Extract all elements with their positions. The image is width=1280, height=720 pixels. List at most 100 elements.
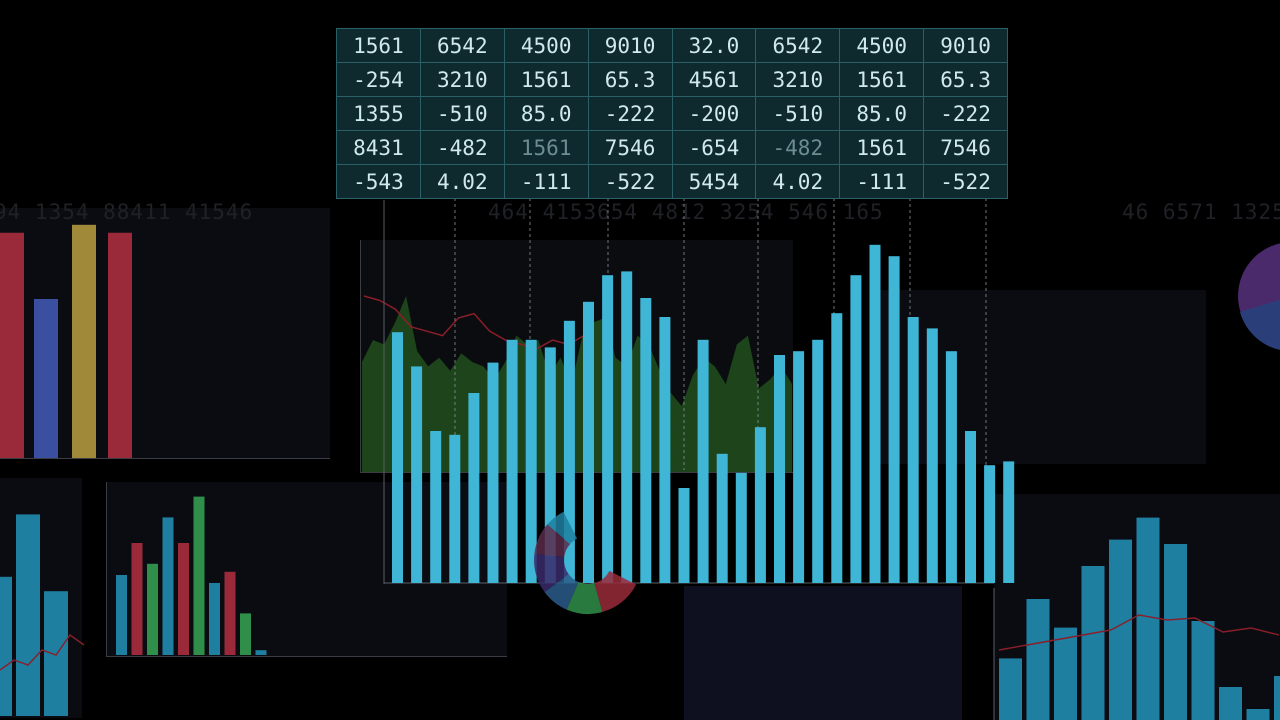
main-bar	[678, 488, 690, 583]
table-cell: 4561	[671, 62, 757, 97]
table-cell: 85.0	[839, 96, 925, 131]
main-bar	[411, 366, 423, 583]
main-bar	[640, 298, 652, 583]
table-cell: -482	[755, 130, 841, 165]
main-bar	[907, 317, 919, 583]
mid-bar	[131, 543, 143, 655]
main-bar	[430, 431, 442, 583]
table-cell: 9010	[923, 28, 1008, 63]
table-cell: 3210	[755, 62, 841, 97]
table-cell: 6542	[419, 28, 505, 63]
mid-bar	[193, 496, 205, 655]
table-cell: -200	[671, 96, 757, 131]
main-bar	[850, 275, 862, 583]
bottom-right-bar	[1164, 544, 1187, 720]
table-cell: 1561	[336, 28, 421, 63]
table-cell: 65.3	[587, 62, 673, 97]
main-bar	[583, 301, 594, 583]
bottom-right-bar	[1219, 687, 1242, 720]
bottom-right-bar	[1054, 627, 1077, 720]
table-cell: 8431	[336, 130, 421, 165]
main-bar	[563, 320, 575, 583]
bottom-right-bar	[1274, 676, 1280, 720]
left-bar	[108, 232, 132, 458]
table-cell: -111	[503, 164, 589, 199]
table-cell: -254	[336, 62, 421, 97]
table-cell: 1561	[503, 62, 589, 97]
table-row: -254 3210 1561 65.3 4561 3210 1561 65.3	[336, 62, 1008, 97]
table-cell: 5454	[671, 164, 757, 199]
table-cell: -111	[839, 164, 925, 199]
main-bar	[487, 362, 499, 583]
mid-bar	[224, 571, 236, 655]
main-bar	[735, 472, 747, 583]
table-cell: -222	[923, 96, 1008, 131]
ghost-numbers-center: 464 4153654 4812 3254 546 165	[488, 200, 884, 224]
bottom-right-bar	[1136, 517, 1160, 720]
main-bar	[621, 271, 633, 583]
left-bar	[72, 224, 96, 458]
table-cell: -510	[755, 96, 841, 131]
ghost-numbers-left: 94 1354 88411 41546	[0, 200, 254, 224]
data-table: 1561 6542 4500 9010 32.0 6542 4500 9010 -254 3210…	[336, 28, 1008, 199]
pie-slice	[534, 524, 570, 558]
mid-bar	[178, 543, 189, 655]
table-cell: 6542	[755, 28, 841, 63]
table-cell: 7546	[923, 130, 1008, 165]
table-cell: 4500	[503, 28, 589, 63]
table-cell: 1561	[503, 130, 589, 165]
main-bar	[984, 465, 996, 583]
table-cell: 4500	[839, 28, 925, 63]
main-bar	[945, 351, 957, 583]
edge-pie-slice	[1240, 299, 1280, 350]
pie-slice	[566, 582, 603, 614]
pie-slice	[544, 574, 579, 610]
main-bar	[544, 347, 556, 583]
main-bar	[697, 339, 709, 583]
main-bar	[831, 313, 843, 583]
bottom-right-trend	[998, 614, 1280, 651]
trend-line	[363, 295, 585, 350]
table-cell: -482	[419, 130, 505, 165]
mid-bar	[162, 517, 174, 655]
table-cell: 85.0	[503, 96, 589, 131]
table-cell: -543	[336, 164, 421, 199]
main-bar	[506, 339, 518, 583]
table-cell: 3210	[419, 62, 505, 97]
table-cell: -654	[671, 130, 757, 165]
table-cell: 9010	[587, 28, 673, 63]
bottom-right-bar	[999, 658, 1022, 720]
table-row: -543 4.02 -111 -522 5454 4.02 -111 -522	[336, 164, 1008, 199]
main-bar	[602, 275, 614, 583]
main-bar	[754, 427, 766, 583]
main-bar	[812, 339, 824, 583]
table-row: 1355 -510 85.0 -222 -200 -510 85.0 -222	[336, 96, 1008, 131]
main-bar	[869, 244, 881, 584]
bottom-left-bar	[16, 514, 40, 716]
main-bar	[888, 256, 900, 583]
bottom-right-bar	[1081, 566, 1105, 720]
main-bar	[525, 339, 537, 583]
table-cell: 1561	[839, 62, 925, 97]
main-bar	[716, 453, 728, 583]
main-bar	[449, 434, 461, 583]
table-cell: -522	[923, 164, 1008, 199]
main-bar	[1003, 461, 1015, 583]
pie-slice	[547, 511, 578, 545]
table-cell: -510	[419, 96, 505, 131]
ghost-numbers-right: 46 6571 1325	[1122, 200, 1280, 224]
table-cell: 1355	[336, 96, 421, 131]
main-bar	[659, 317, 671, 583]
mid-bar	[209, 583, 220, 655]
main-bar	[965, 431, 976, 583]
area-series	[362, 296, 792, 472]
mid-bar	[255, 650, 267, 655]
table-cell: 65.3	[923, 62, 1008, 97]
bottom-right-bar	[1191, 621, 1215, 720]
bottom-left-bar	[0, 576, 12, 716]
pie-slice	[594, 570, 637, 612]
table-cell: 1561	[839, 130, 925, 165]
bottom-right-bar	[1026, 599, 1050, 720]
bottom-right-bar	[1109, 539, 1132, 720]
